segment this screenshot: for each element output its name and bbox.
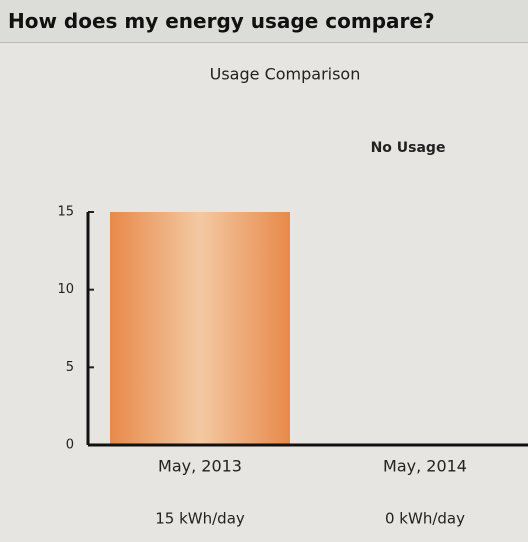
x-tick-label: May, 2014 [383,457,467,476]
header-title: How does my energy usage compare? [8,9,435,33]
y-tick-label: 15 [57,205,74,220]
chart-title: Usage Comparison [210,65,361,84]
chart: Usage Comparison No Usage 0 5 10 15 May, 201… [57,65,528,528]
x-tick-label: May, 2013 [158,457,242,476]
y-tick-label: 10 [57,282,74,297]
value-label: 0 kWh/day [385,510,465,528]
bar [110,212,290,445]
y-tick-label: 5 [66,360,74,375]
y-tick-label: 0 [66,438,74,453]
header: How does my energy usage compare? [0,0,528,43]
annotation: No Usage [371,140,446,156]
value-label: 15 kWh/day [155,510,245,528]
